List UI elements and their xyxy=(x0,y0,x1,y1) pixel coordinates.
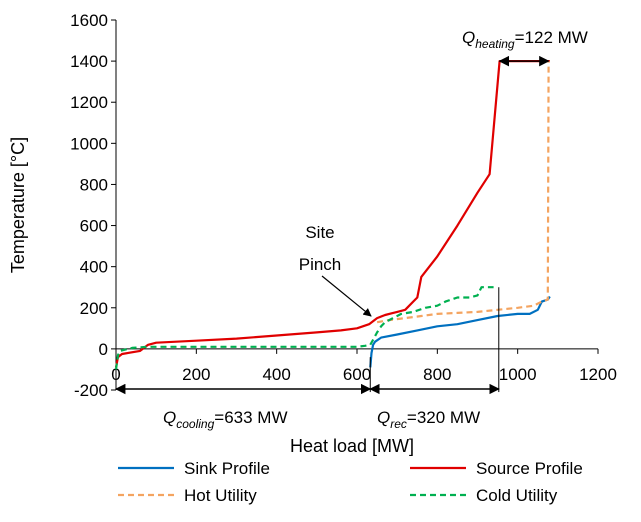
site-pinch-label-line2: Pinch xyxy=(299,255,342,274)
y-tick-label: 1200 xyxy=(70,93,108,112)
series-line-hot-utility xyxy=(376,61,550,324)
x-tick-label: 800 xyxy=(423,365,451,384)
y-axis-title: Temperature [°C] xyxy=(8,137,28,273)
y-tick-label: 1000 xyxy=(70,134,108,153)
legend-label-source-profile: Source Profile xyxy=(476,459,583,478)
y-tick-label: 1400 xyxy=(70,52,108,71)
q-cooling-label: Qcooling=633 MW xyxy=(163,408,288,431)
q-heating-label: Qheating=122 MW xyxy=(462,28,588,51)
annotation-layer: Qheating=122 MW Qcooling=633 MW Qrec=320 M… xyxy=(114,28,588,431)
series-layer xyxy=(114,59,551,370)
x-axis-title: Heat load [MW] xyxy=(290,436,414,456)
q-rec-label: Qrec=320 MW xyxy=(377,408,480,431)
y-tick-label: -200 xyxy=(74,381,108,400)
y-tick-label: 200 xyxy=(80,299,108,318)
y-tick-label: 1600 xyxy=(70,11,108,30)
x-tick-label: 0 xyxy=(111,365,120,384)
series-line-cold-utility xyxy=(114,286,494,370)
y-tick-label: 800 xyxy=(80,175,108,194)
x-tick-label: 1200 xyxy=(579,365,617,384)
site-pinch-arrow xyxy=(321,275,372,317)
legend-label-cold-utility: Cold Utility xyxy=(476,486,558,505)
x-tick-label: 600 xyxy=(343,365,371,384)
legend-label-sink-profile: Sink Profile xyxy=(184,459,270,478)
legend-label-hot-utility: Hot Utility xyxy=(184,486,257,505)
x-tick-label: 200 xyxy=(182,365,210,384)
series-line-source-profile xyxy=(114,59,550,368)
legend-layer: Sink Profile Source Profile Hot Utility Col… xyxy=(118,459,583,505)
series-line-sink-profile xyxy=(369,295,551,368)
y-tick-label: 0 xyxy=(99,340,108,359)
x-tick-label: 400 xyxy=(262,365,290,384)
y-tick-label: 400 xyxy=(80,258,108,277)
x-tick-label: 1000 xyxy=(499,365,537,384)
y-tick-label: 600 xyxy=(80,217,108,236)
site-pinch-label-line1: Site xyxy=(305,223,334,242)
